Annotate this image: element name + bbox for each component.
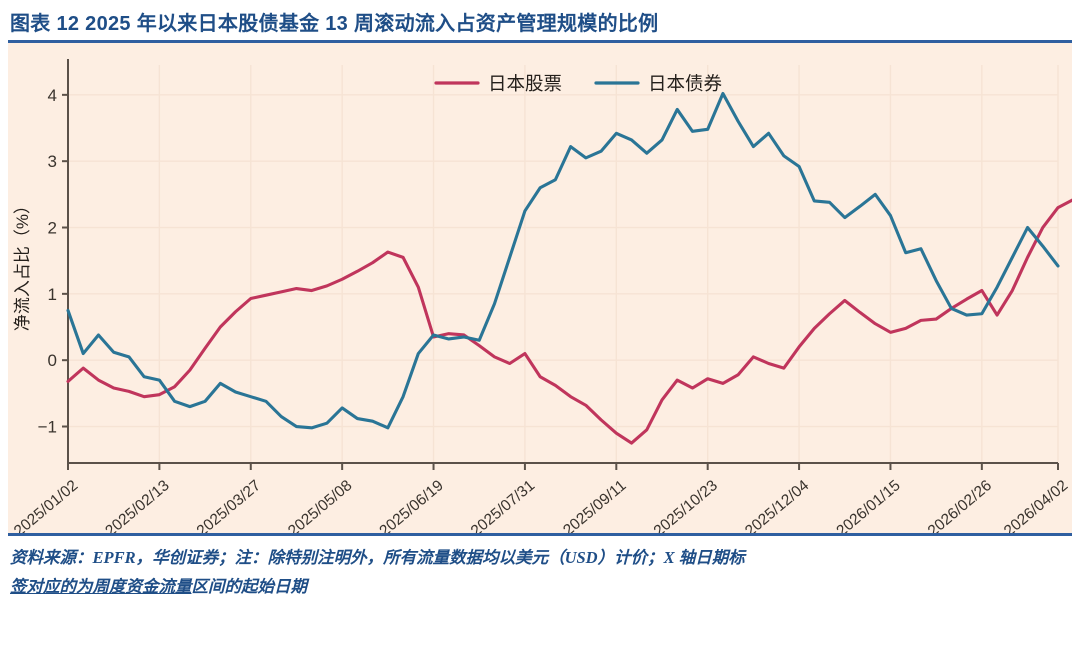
y-tick-label: 0 xyxy=(48,351,57,370)
x-tick-label: 2025/10/23 xyxy=(651,477,721,533)
y-tick-label: 4 xyxy=(48,86,57,105)
axis-lines xyxy=(67,59,1058,464)
legend-label[interactable]: 日本债券 xyxy=(648,73,723,94)
y-tick-label: 1 xyxy=(48,285,57,304)
x-tick-label: 2026/01/15 xyxy=(833,477,903,533)
series-line xyxy=(66,198,1072,445)
x-tick-label: 2025/02/13 xyxy=(102,477,172,533)
legend-label[interactable]: 日本股票 xyxy=(488,73,562,94)
y-tick-label: 2 xyxy=(48,219,57,238)
y-axis-title: 净流入占比（%） xyxy=(13,197,32,331)
x-tick-label: 2025/06/19 xyxy=(376,477,446,533)
x-tick-label: 2026/02/26 xyxy=(925,477,995,533)
y-axis-ticks: −1 0 1 2 3 4 xyxy=(38,86,68,437)
footnote: 资料来源：EPFR，华创证券；注：除特别注明外，所有流量数据均以美元（USD）计… xyxy=(10,544,1070,602)
footnote-line-2: 签对应的为周度资金流量区间的起始日期 xyxy=(10,573,1070,602)
x-tick-label: 2025/09/11 xyxy=(560,477,629,533)
page-title: 图表 12 2025 年以来日本股债基金 13 周滚动流入占资产管理规模的比例 xyxy=(10,12,659,35)
x-tick-label: 2025/01/02 xyxy=(11,477,81,533)
gridlines xyxy=(67,65,1059,463)
x-tick-label: 2025/07/31 xyxy=(468,477,538,533)
x-axis-ticks: 2025/01/02 2025/02/13 2025/03/27 2025/05/08… xyxy=(11,463,1071,533)
chart-legend[interactable]: 日本股票 日本债券 xyxy=(434,73,723,94)
footnote-underlined-text: 签对应的为周度资金流量 xyxy=(10,576,192,596)
y-tick-label: 3 xyxy=(48,152,57,171)
data-series xyxy=(66,91,1072,445)
x-tick-label: 2025/03/27 xyxy=(194,477,264,533)
figure-title-bar: 图表 12 2025 年以来日本股债基金 13 周滚动流入占资产管理规模的比例 xyxy=(0,0,1080,40)
x-tick-label: 2025/12/04 xyxy=(742,477,813,533)
title-divider-top xyxy=(8,40,1072,43)
y-tick-label: −1 xyxy=(38,418,57,437)
footnote-line-1: 资料来源：EPFR，华创证券；注：除特别注明外，所有流量数据均以美元（USD）计… xyxy=(10,548,745,567)
footnote-line-2-rest: 区间的起始日期 xyxy=(191,576,308,596)
x-tick-label: 2026/04/02 xyxy=(1001,477,1071,533)
series-line xyxy=(66,91,1060,430)
y-axis-title-text: 净流入占比（%） xyxy=(13,197,32,331)
x-tick-label: 2025/05/08 xyxy=(285,477,355,533)
plot-area: −1 0 1 2 3 4 2025/01/02 2025/02/13 2025/03/27 20… xyxy=(8,43,1072,533)
footnote-divider xyxy=(8,533,1072,536)
